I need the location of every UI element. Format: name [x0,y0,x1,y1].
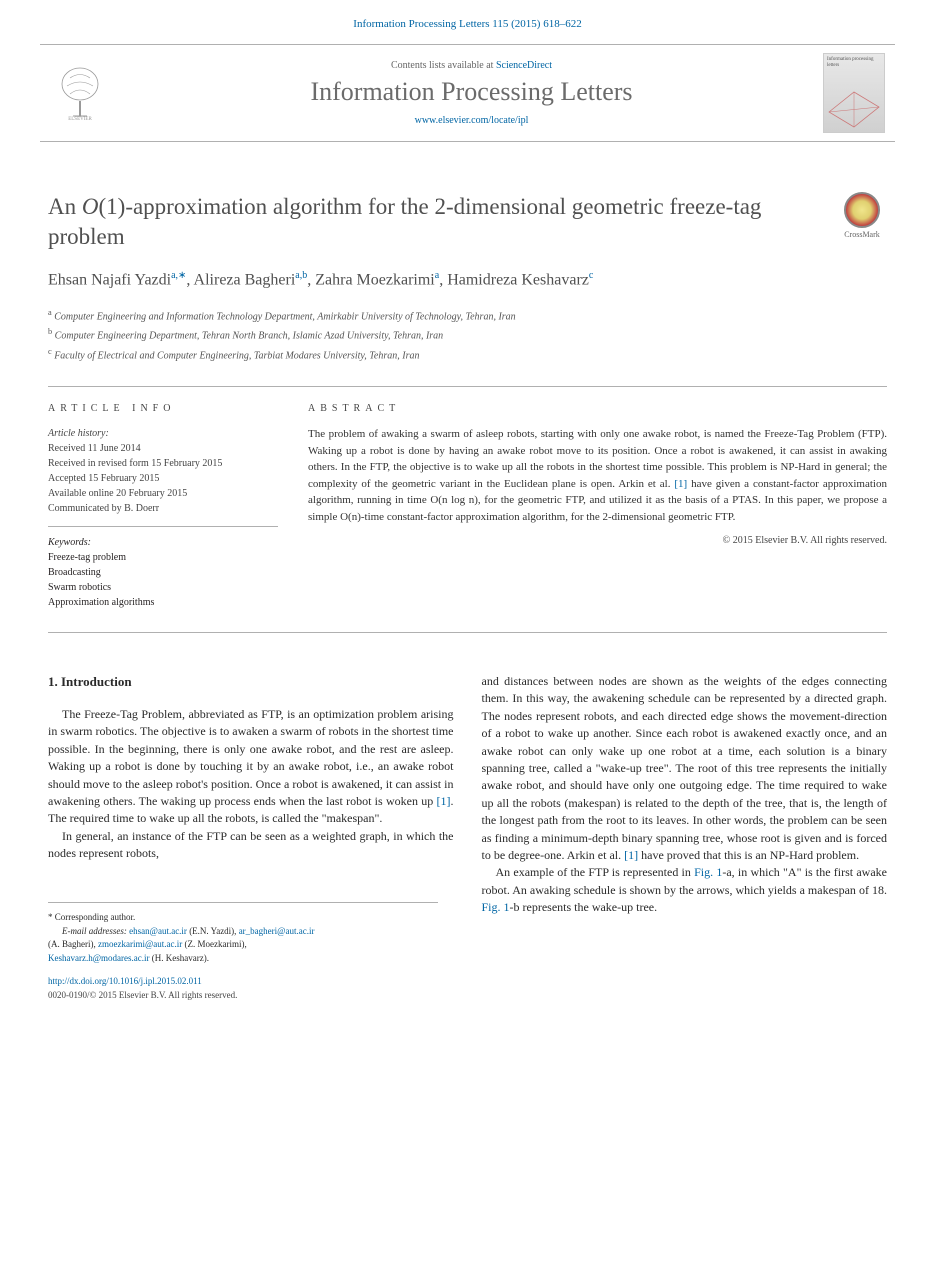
emails-line-2: (A. Bagheri), zmoezkarimi@aut.ac.ir (Z. … [48,938,438,952]
email-2-name: (A. Bagheri), [48,939,96,949]
svg-text:ELSEVIER: ELSEVIER [68,117,92,121]
body-p4-fig2[interactable]: Fig. 1 [482,900,510,914]
section-1-title: 1. Introduction [48,673,454,692]
author-4-sup: c [589,270,593,281]
emails-line: E-mail addresses: ehsan@aut.ac.ir (E.N. … [48,925,438,939]
body-p3: and distances between nodes are shown as… [482,673,888,864]
author-2: Alireza Bagheri [194,271,296,288]
author-1-sup: a,∗ [171,270,186,281]
keywords-list: Freeze-tag problem Broadcasting Swarm ro… [48,550,278,610]
keywords-label: Keywords: [48,537,278,548]
divider-top [48,386,887,387]
crossmark-badge[interactable]: CrossMark [837,192,887,242]
crossmark-icon [844,192,880,228]
info-abstract-row: ARTICLE INFO Article history: Received 1… [48,403,887,610]
doi-link[interactable]: http://dx.doi.org/10.1016/j.ipl.2015.02.… [48,975,438,989]
body-p2: In general, an instance of the FTP can b… [48,828,454,863]
history-accepted: Accepted 15 February 2015 [48,471,278,486]
author-2-sup: a,b [295,270,307,281]
section-1-num: 1. [48,674,58,689]
body-p4-fig1[interactable]: Fig. 1 [694,865,722,879]
author-4: Hamidreza Keshavarz [447,271,589,288]
history-received: Received 11 June 2014 [48,441,278,456]
article-history: Article history: Received 11 June 2014 R… [48,426,278,527]
email-1[interactable]: ehsan@aut.ac.ir [129,926,187,936]
abstract-head: ABSTRACT [308,403,887,414]
banner-center: Contents lists available at ScienceDirec… [120,60,823,126]
cover-graphic-icon [824,82,886,132]
contents-line: Contents lists available at ScienceDirec… [120,60,823,71]
contents-prefix: Contents lists available at [391,60,496,71]
footer-block: * Corresponding author. E-mail addresses… [48,902,438,1002]
section-1-name: Introduction [61,674,132,689]
email-4-name: (H. Keshavarz). [152,953,209,963]
body-p4-c: -b represents the wake-up tree. [510,900,658,914]
issn-rights: 0020-0190/© 2015 Elsevier B.V. All right… [48,989,438,1003]
elsevier-tree-icon: ELSEVIER [55,66,105,121]
emails-line-3: Keshavarz.h@modares.ac.ir (H. Keshavarz)… [48,952,438,966]
keyword-4: Approximation algorithms [48,595,278,610]
journal-homepage-link[interactable]: www.elsevier.com/locate/ipl [120,115,823,126]
keyword-1: Freeze-tag problem [48,550,278,565]
affiliation-b: Computer Engineering Department, Tehran … [55,331,444,342]
emails-label: E-mail addresses: [62,926,127,936]
body-p1-a: The Freeze-Tag Problem, abbreviated as F… [48,707,454,808]
abstract-ref-1[interactable]: [1] [674,478,687,490]
corresponding-author: * Corresponding author. [48,911,438,925]
body-p4-a: An example of the FTP is represented in [496,865,695,879]
sciencedirect-link[interactable]: ScienceDirect [496,60,552,71]
body-p3-ref[interactable]: [1] [624,848,638,862]
crossmark-label: CrossMark [837,230,887,239]
author-1: Ehsan Najafi Yazdi [48,271,171,288]
history-online: Available online 20 February 2015 [48,486,278,501]
body-columns: 1. Introduction The Freeze-Tag Problem, … [48,673,887,1002]
keyword-2: Broadcasting [48,565,278,580]
header-banner: ELSEVIER Contents lists available at Sci… [40,44,895,142]
body-p1: The Freeze-Tag Problem, abbreviated as F… [48,706,454,828]
elsevier-logo[interactable]: ELSEVIER [50,58,110,128]
body-p3-a: and distances between nodes are shown as… [482,674,888,862]
author-3: Zahra Moezkarimi [315,271,435,288]
title-row: An O(1)-approximation algorithm for the … [48,192,887,252]
article-title: An O(1)-approximation algorithm for the … [48,192,817,252]
abstract-copyright: © 2015 Elsevier B.V. All rights reserved… [308,535,887,546]
affiliation-c: Faculty of Electrical and Computer Engin… [54,350,419,361]
abstract-block: ABSTRACT The problem of awaking a swarm … [308,403,887,610]
history-revised: Received in revised form 15 February 201… [48,456,278,471]
abstract-text: The problem of awaking a swarm of asleep… [308,426,887,525]
body-col-left: 1. Introduction The Freeze-Tag Problem, … [48,673,454,1002]
keyword-3: Swarm robotics [48,580,278,595]
history-communicated: Communicated by B. Doerr [48,501,278,516]
email-2[interactable]: ar_bagheri@aut.ac.ir [239,926,315,936]
affiliation-a: Computer Engineering and Information Tec… [54,311,515,322]
history-label: Article history: [48,426,278,441]
body-p3-b: have proved that this is an NP-Hard prob… [638,848,859,862]
email-3[interactable]: zmoezkarimi@aut.ac.ir [98,939,182,949]
body-p4: An example of the FTP is represented in … [482,864,888,916]
author-3-sup: a [435,270,439,281]
article-info-block: ARTICLE INFO Article history: Received 1… [48,403,278,610]
journal-cover-thumbnail[interactable]: Information processing letters [823,53,885,133]
body-col-right: and distances between nodes are shown as… [482,673,888,1002]
authors-list: Ehsan Najafi Yazdia,∗, Alireza Bagheria,… [48,268,887,292]
affiliations: a Computer Engineering and Information T… [48,306,887,364]
email-3-name: (Z. Moezkarimi), [184,939,246,949]
article-info-head: ARTICLE INFO [48,403,278,414]
divider-bottom [48,632,887,633]
journal-cover-text: Information processing letters [824,54,884,71]
body-p1-ref[interactable]: [1] [437,794,451,808]
header-citation: Information Processing Letters 115 (2015… [0,0,935,44]
journal-name: Information Processing Letters [120,77,823,107]
email-1-name: (E.N. Yazdi), [189,926,236,936]
email-4[interactable]: Keshavarz.h@modares.ac.ir [48,953,150,963]
